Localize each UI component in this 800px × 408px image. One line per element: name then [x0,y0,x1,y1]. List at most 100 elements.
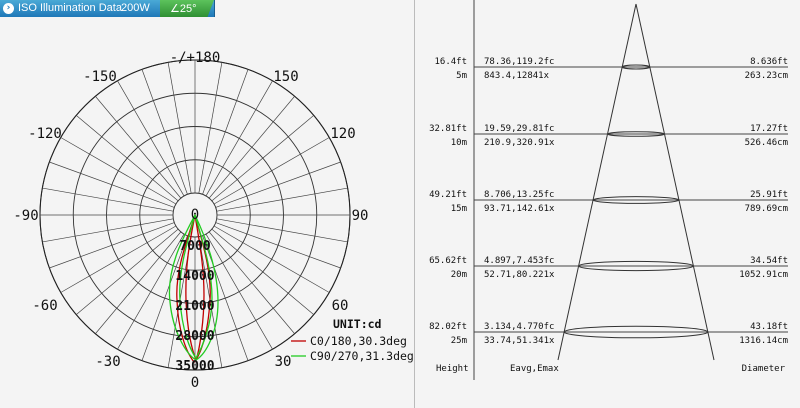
row-diameter-cm: 1316.14cm [739,336,788,346]
polar-spoke [42,218,174,243]
row-illuminance-lx: 33.74,51.341x [484,336,555,346]
polar-spoke [76,228,179,315]
polar-spoke [42,187,174,212]
angle-label-120: 120 [330,126,355,142]
row-illuminance-fc: 4.897,7.453fc [484,256,554,266]
row-diameter-ft: 17.27ft [750,124,788,134]
polar-spoke [76,115,179,202]
polar-spoke [215,222,341,269]
row-height-m: 5m [456,71,467,81]
cone-ellipse [607,131,665,137]
row-diameter-cm: 526.46cm [745,138,788,148]
angle-label-180: -/+180 [170,50,221,66]
polar-spoke [216,218,348,243]
row-height-m: 10m [451,138,467,148]
row-diameter-ft: 43.18ft [750,322,788,332]
polar-spoke [216,187,348,212]
angle-label-30: 30 [275,354,292,370]
row-height-m: 15m [451,204,467,214]
row-height-m: 20m [451,270,467,280]
angle-label-neg90: -90 [13,208,38,224]
row-illuminance-lx: 52.71,80.221x [484,270,555,280]
row-illuminance-fc: 78.36,119.2fc [484,57,554,67]
polar-spoke [117,233,185,350]
angle-label-neg150: -150 [83,69,117,85]
row-diameter-ft: 34.54ft [750,256,788,266]
radial-label-28000: 28000 [175,329,214,344]
cone-left-edge [557,3,637,361]
cone-ellipse [578,260,694,272]
row-diameter-ft: 25.91ft [750,190,788,200]
polar-spoke [213,225,330,293]
row-height-ft: 32.81ft [429,124,467,134]
row-diameter-cm: 1052.91cm [739,270,788,280]
row-height-ft: 82.02ft [429,322,467,332]
polar-spoke [208,231,295,334]
power-label: 200W [121,2,150,14]
polar-spoke [167,62,192,194]
radial-label-7000: 7000 [179,239,210,254]
row-diameter-ft: 8.636ft [750,57,788,67]
panel-divider [414,0,415,408]
polar-curves [168,212,219,363]
radial-label-14000: 14000 [175,269,214,284]
polar-spoke [95,96,182,199]
polar-spoke [141,69,188,195]
polar-spoke [117,80,185,197]
curve-c90-270 [168,212,219,361]
row-height-ft: 65.62ft [429,256,467,266]
row-height-ft: 16.4ft [434,57,467,67]
info-circle-icon: › [3,3,14,14]
row-diameter-cm: 263.23cm [745,71,788,81]
row-illuminance-fc: 8.706,13.25fc [484,190,554,200]
tab-title: ISO Illumination Data [18,2,122,14]
polar-spoke [215,161,341,208]
center-label: 0 [191,207,199,223]
polar-spoke [141,235,188,361]
row-illuminance-fc: 19.59,29.81fc [484,124,554,134]
angle-label-0: 0 [191,375,199,391]
angle-label-90: 90 [352,208,369,224]
row-height-m: 25m [451,336,467,346]
polar-spoke [211,228,314,315]
polar-diagram: -/+180 -150 150 -120 120 -90 90 -60 60 -… [13,50,414,391]
polar-spoke [95,231,182,334]
polar-spoke [49,222,175,269]
title-tab: › ISO Illumination Data 200W ∠25° [0,0,215,17]
angle-label-neg30: -30 [95,354,120,370]
row-height-ft: 49.21ft [429,190,467,200]
polar-spoke [211,115,314,202]
angle-label-neg120: -120 [28,126,62,142]
polar-spoke [198,62,223,194]
polar-spoke [213,137,330,205]
beam-angle-label: ∠25° [170,3,197,15]
polar-spoke [49,161,175,208]
cone-ellipse [563,325,709,339]
polar-grid [39,59,351,371]
polar-spoke [208,96,295,199]
polar-spoke [205,233,273,350]
radial-label-35000: 35000 [175,359,214,374]
row-illuminance-lx: 210.9,320.91x [484,138,555,148]
cone-ellipse [592,196,680,204]
row-illuminance-lx: 843.4,12841x [484,71,550,81]
polar-spoke [60,225,177,293]
angle-label-neg60: -60 [32,298,57,314]
polar-spoke [205,80,273,197]
column-header-diameter: Diameter [742,364,786,374]
legend-c90-label: C90/270,31.3deg [310,349,414,363]
angle-label-150: 150 [273,69,298,85]
row-illuminance-lx: 93.71,142.61x [484,204,555,214]
polar-spoke [202,235,249,361]
polar-spoke [202,69,249,195]
cone-ellipse [621,64,651,70]
angle-label-60: 60 [332,298,349,314]
column-header-eavg: Eavg,Emax [510,364,559,374]
beam-angle-tab [160,0,214,17]
column-header-height: Height [436,364,469,374]
polar-spoke [60,137,177,205]
row-diameter-cm: 789.69cm [745,204,788,214]
unit-label: UNIT:cd [333,317,382,331]
legend-c0-label: C0/180,30.3deg [310,334,407,348]
